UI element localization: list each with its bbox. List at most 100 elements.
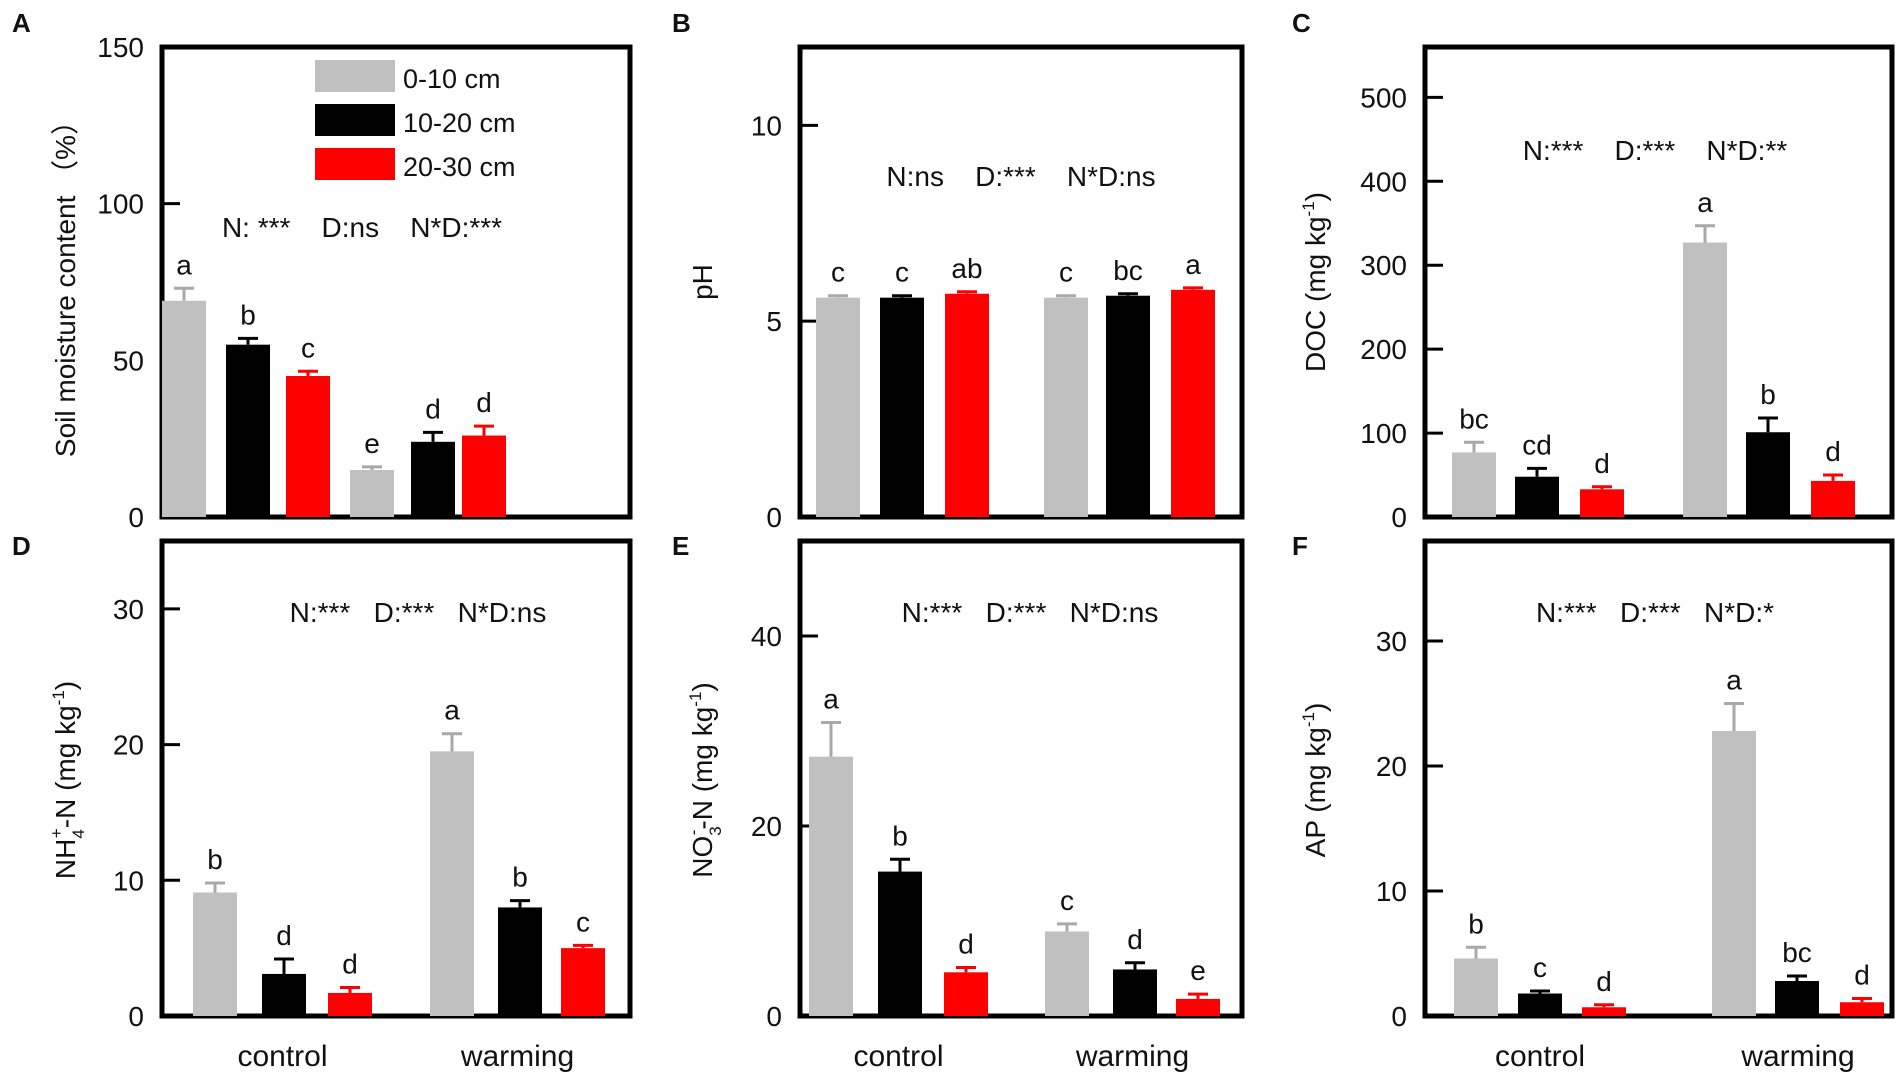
y-tick-label: 300 xyxy=(1360,250,1407,281)
bar xyxy=(1045,931,1089,1016)
bar xyxy=(816,297,860,517)
significance-letter: d xyxy=(276,920,292,951)
y-tick-label: 40 xyxy=(751,621,782,652)
significance-letter: b xyxy=(512,862,528,893)
significance-letter: cd xyxy=(1522,429,1552,460)
bar xyxy=(1176,998,1220,1016)
panel-letter: D xyxy=(12,531,31,561)
bar xyxy=(498,907,542,1016)
panel-f: F AP (mg kg-1) N:*** D:*** N*D:* 0 10 20 30… xyxy=(1292,531,1895,1073)
legend-label-0-10: 0-10 cm xyxy=(403,64,501,94)
significance-letter: c xyxy=(301,332,315,363)
significance-letter: b xyxy=(240,299,256,330)
significance-letter: bc xyxy=(1113,255,1143,286)
bar xyxy=(411,441,455,517)
bar xyxy=(561,948,605,1016)
bar xyxy=(1171,289,1215,517)
y-axis-label: DOC (mg kg-1) xyxy=(1299,192,1331,372)
bar xyxy=(1518,993,1562,1016)
significance-letter: c xyxy=(895,257,909,288)
significance-letter: d xyxy=(1596,966,1612,997)
bar xyxy=(880,297,924,517)
bar xyxy=(1106,295,1150,517)
significance-letter: a xyxy=(444,695,460,726)
panel-b: B pH N:ns D:*** N*D:ns 0 5 10 c c c bc ab a xyxy=(672,8,1245,533)
bar xyxy=(1683,242,1727,517)
significance-letter: b xyxy=(1468,908,1484,939)
significance-letter: b xyxy=(1760,379,1776,410)
panel-d: D NH4+-N (mg kg-1) N:*** D:*** N*D:ns 0 1… xyxy=(12,531,633,1073)
significance-annotation: N: *** D:ns N*D:*** xyxy=(222,212,502,243)
y-tick-label: 20 xyxy=(1376,751,1407,782)
bar xyxy=(945,293,989,517)
significance-letter: d xyxy=(958,929,974,960)
significance-letter: c xyxy=(1060,885,1074,916)
significance-letter: d xyxy=(1127,924,1143,955)
y-tick-label: 200 xyxy=(1360,334,1407,365)
y-tick-label: 10 xyxy=(113,865,144,896)
panel-e: E NO3--N (mg kg-1) N:*** D:*** N*D:ns 0 2… xyxy=(672,531,1245,1073)
y-tick-label: 10 xyxy=(1376,876,1407,907)
panel-letter: F xyxy=(1292,531,1308,561)
significance-letter: b xyxy=(892,820,908,851)
significance-letter: c xyxy=(831,257,845,288)
bar xyxy=(162,300,206,517)
significance-letter: c xyxy=(576,906,590,937)
significance-letter: a xyxy=(1185,249,1201,280)
legend-label-10-20: 10-20 cm xyxy=(403,108,516,138)
bar xyxy=(1840,1002,1884,1016)
y-tick-label: 0 xyxy=(1391,502,1407,533)
bar xyxy=(1454,958,1498,1016)
x-tick-label: control xyxy=(853,1040,943,1073)
significance-letter: c xyxy=(1059,257,1073,288)
y-tick-label: 0 xyxy=(128,502,144,533)
y-tick-label: 0 xyxy=(1391,1001,1407,1032)
significance-annotation: N:*** D:*** N*D:ns xyxy=(902,597,1159,628)
y-tick-label: 400 xyxy=(1360,166,1407,197)
bar xyxy=(1712,731,1756,1016)
y-axis-label: AP (mg kg-1) xyxy=(1299,703,1331,858)
significance-annotation: N:*** D:*** N*D:* xyxy=(1536,597,1774,628)
bar xyxy=(1811,480,1855,517)
y-tick-label: 20 xyxy=(751,811,782,842)
bar xyxy=(1452,452,1496,517)
plot-frame xyxy=(1422,44,1895,520)
y-tick-label: 0 xyxy=(766,1001,782,1032)
significance-letter: bc xyxy=(1459,403,1489,434)
y-tick-label: 30 xyxy=(1376,626,1407,657)
bar xyxy=(1515,476,1559,517)
plot-frame xyxy=(1422,538,1895,1019)
plot-frame xyxy=(797,538,1245,1019)
bar xyxy=(1775,981,1819,1016)
panel-letter: C xyxy=(1292,8,1311,38)
y-tick-label: 50 xyxy=(113,345,144,376)
significance-letter: a xyxy=(1697,187,1713,218)
bar xyxy=(193,892,237,1016)
significance-letter: c xyxy=(1533,952,1547,983)
y-tick-label: 150 xyxy=(97,32,144,63)
panel-a: A Soil moisture content （%） N: *** D:ns … xyxy=(12,8,633,533)
significance-letter: d xyxy=(1594,448,1610,479)
x-tick-label: control xyxy=(1495,1040,1585,1073)
y-tick-label: 100 xyxy=(1360,418,1407,449)
bar xyxy=(262,973,306,1016)
y-tick-label: 5 xyxy=(766,306,782,337)
x-tick-label: control xyxy=(237,1040,327,1073)
y-tick-label: 0 xyxy=(128,1001,144,1032)
significance-letter: a xyxy=(823,683,839,714)
significance-letter: a xyxy=(176,249,192,280)
significance-letter: d xyxy=(1825,436,1841,467)
bar xyxy=(1582,1007,1626,1016)
significance-letter: e xyxy=(1190,955,1206,986)
bar xyxy=(1044,297,1088,517)
bar xyxy=(328,992,372,1016)
legend-swatch-10-20 xyxy=(315,104,395,136)
significance-letter: d xyxy=(476,387,492,418)
legend: 0-10 cm 10-20 cm 20-30 cm xyxy=(315,60,516,182)
plot-frame xyxy=(159,44,633,520)
bar xyxy=(1580,489,1624,517)
legend-label-20-30: 20-30 cm xyxy=(403,152,516,182)
bar xyxy=(944,972,988,1016)
significance-letter: e xyxy=(364,428,380,459)
